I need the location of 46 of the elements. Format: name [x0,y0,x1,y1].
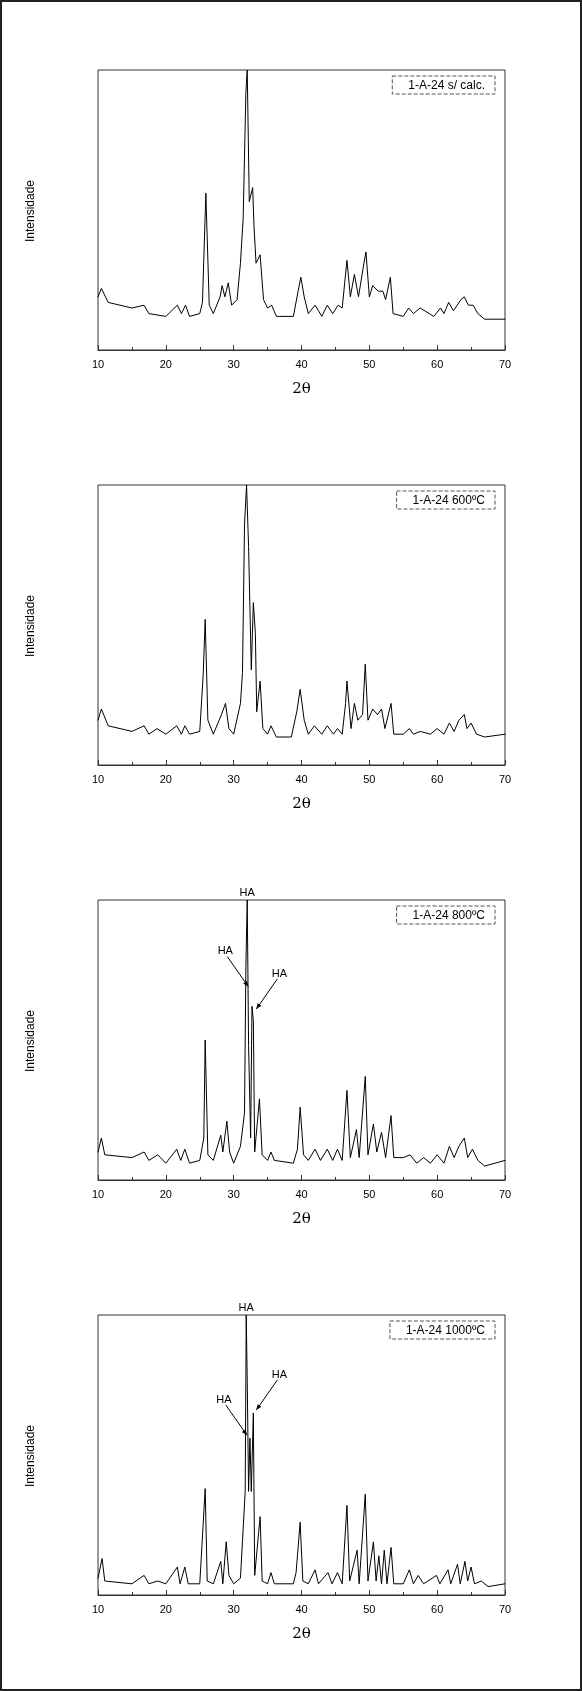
x-tick-label: 60 [431,772,444,785]
x-tick-label: 30 [227,357,240,370]
y-axis-title: Intensidade [23,1009,37,1073]
annotation: HA [217,944,234,957]
x-tick-label: 10 [91,1602,105,1615]
x-tick-label: 60 [431,1187,444,1200]
x-tick-label: 70 [498,1187,512,1200]
x-tick-label: 40 [295,357,308,370]
annotation: HA [271,1367,288,1380]
x-axis-title: 2θ [292,1208,311,1227]
annotation: HA [216,1392,233,1405]
x-tick-label: 50 [363,1602,376,1615]
x-tick-label: 40 [295,1187,308,1200]
x-tick-label: 10 [91,772,105,785]
x-tick-label: 50 [363,357,376,370]
x-tick-label: 30 [227,772,240,785]
y-axis-title: Intensidade [23,179,37,243]
annotation: HA [239,885,256,898]
annotation: HA [238,1300,255,1313]
x-tick-label: 10 [91,1187,105,1200]
text: 1-A-24 800ºC [412,908,486,922]
x-tick-label: 60 [431,1602,444,1615]
text: 1-A-24 s/ calc. [408,78,486,92]
text: 1-A-24 600ºC [412,493,486,507]
x-tick-label: 40 [295,772,308,785]
x-tick-label: 50 [363,1187,376,1200]
x-tick-label: 20 [159,357,172,370]
x-axis-title: 2θ [292,378,311,397]
x-tick-label: 20 [159,772,172,785]
x-tick-label: 20 [159,1602,172,1615]
x-axis-title: 2θ [292,793,311,812]
x-tick-label: 70 [498,1602,512,1615]
annotation: HA [271,966,288,979]
text: 1-A-24 1000ºC [405,1323,486,1337]
x-tick-label: 20 [159,1187,172,1200]
x-tick-label: 40 [295,1602,308,1615]
x-tick-label: 70 [498,357,512,370]
x-tick-label: 70 [498,772,512,785]
x-tick-label: 30 [227,1187,240,1200]
y-axis-title: Intensidade [23,1424,37,1488]
x-tick-label: 30 [227,1602,240,1615]
y-axis-title: Intensidade [23,594,37,658]
x-tick-label: 50 [363,772,376,785]
x-tick-label: 10 [91,357,105,370]
x-tick-label: 60 [431,357,444,370]
x-axis-title: 2θ [292,1623,311,1642]
